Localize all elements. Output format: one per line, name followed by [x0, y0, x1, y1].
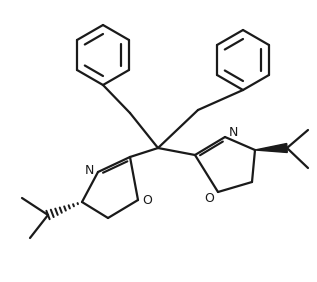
Text: O: O — [204, 191, 214, 204]
Text: N: N — [228, 125, 238, 138]
Text: O: O — [142, 195, 152, 208]
Text: N: N — [84, 164, 94, 177]
Polygon shape — [255, 144, 287, 153]
